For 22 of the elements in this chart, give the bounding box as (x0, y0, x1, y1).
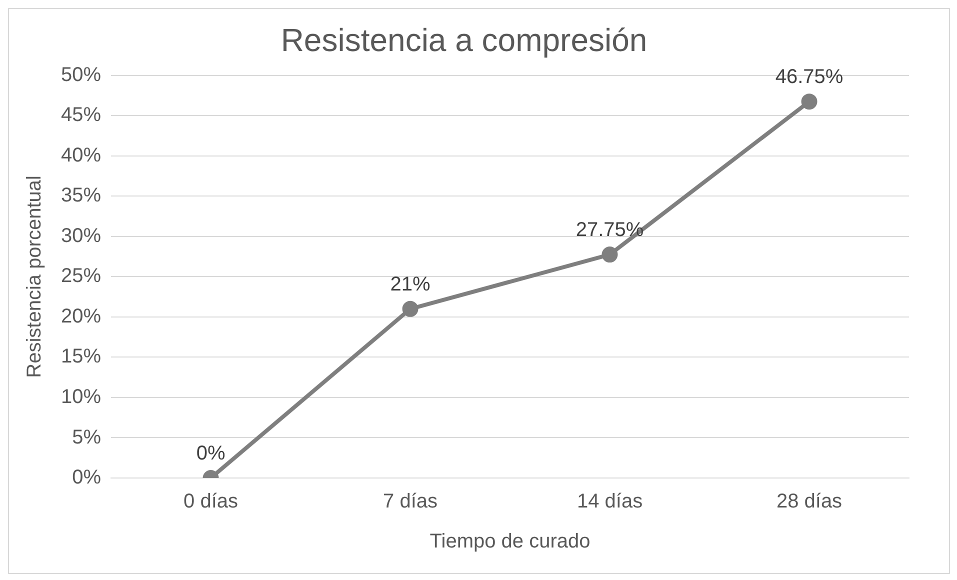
y-tick-label: 25% (61, 265, 102, 288)
x-tick-label: 0 días (184, 490, 238, 513)
y-tick-label: 40% (61, 144, 102, 166)
data-label: 21% (390, 273, 430, 296)
data-label: 27.75% (576, 219, 644, 242)
y-tick-label: 10% (61, 386, 102, 408)
y-tick-label: 45% (61, 104, 102, 126)
y-tick-label: 30% (61, 224, 102, 247)
x-tick-label: 7 días (383, 490, 438, 513)
x-tick-label: 14 días (576, 490, 643, 513)
y-tick-label: 50% (61, 64, 102, 86)
data-label: 0% (196, 442, 226, 465)
y-tick-label: 35% (61, 184, 102, 207)
y-tick-label: 0% (72, 466, 102, 489)
y-axis-title: Resistencia porcentual (24, 176, 46, 378)
chart-title: Resistencia a compresión (280, 22, 648, 58)
y-tick-label: 20% (61, 305, 102, 328)
y-tick-label: 15% (61, 346, 102, 368)
x-tick-label: 28 días (776, 490, 842, 513)
y-tick-label: 5% (72, 426, 102, 448)
x-axis-title: Tiempo de curado (430, 530, 590, 553)
data-label: 46.75% (775, 66, 844, 88)
